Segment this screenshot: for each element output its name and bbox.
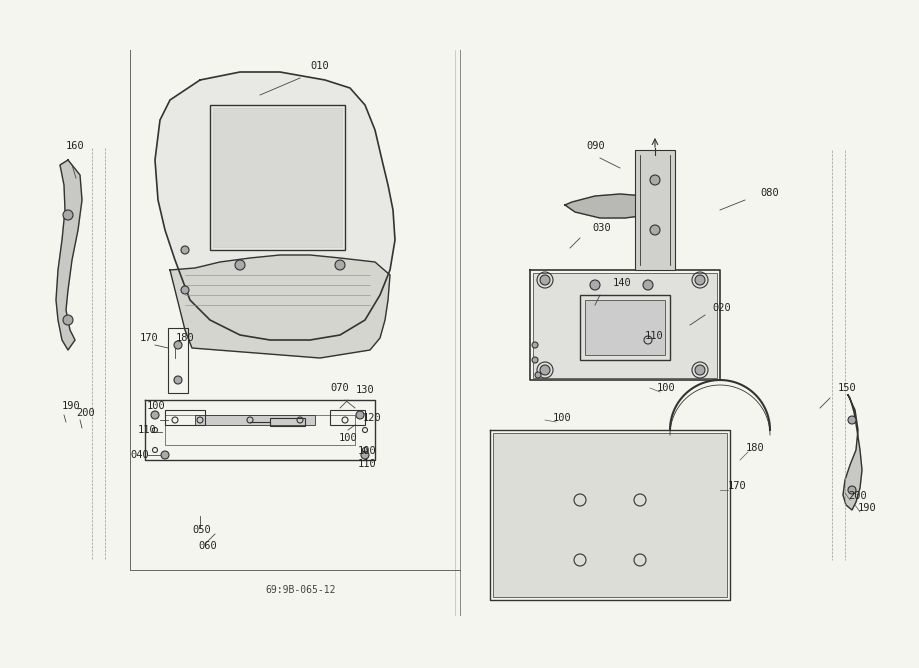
Text: 060: 060	[198, 541, 217, 551]
Bar	[493, 433, 727, 597]
Bar	[270, 418, 305, 426]
Circle shape	[643, 280, 653, 290]
Polygon shape	[56, 160, 82, 350]
Circle shape	[590, 280, 600, 290]
Polygon shape	[170, 255, 390, 358]
Text: 200: 200	[76, 408, 95, 418]
Circle shape	[174, 341, 182, 349]
Text: 050: 050	[192, 525, 210, 535]
Text: 160: 160	[66, 141, 85, 151]
Circle shape	[63, 210, 73, 220]
Text: 020: 020	[712, 303, 731, 313]
Text: 69:9B-065-12: 69:9B-065-12	[265, 585, 335, 595]
Text: 070: 070	[330, 383, 348, 393]
Circle shape	[650, 225, 660, 235]
Circle shape	[63, 315, 73, 325]
Polygon shape	[155, 72, 395, 340]
Circle shape	[174, 376, 182, 384]
Bar	[195, 415, 315, 425]
Text: 100: 100	[358, 446, 377, 456]
Text: 080: 080	[760, 188, 778, 198]
Text: 180: 180	[746, 443, 765, 453]
Bar	[580, 295, 670, 360]
Circle shape	[181, 286, 189, 294]
Bar	[330, 410, 365, 425]
Text: 100: 100	[657, 383, 675, 393]
Text: 110: 110	[138, 425, 157, 435]
Text: 180: 180	[176, 333, 195, 343]
Bar	[213, 108, 342, 247]
Circle shape	[161, 451, 169, 459]
Circle shape	[540, 365, 550, 375]
Bar	[533, 273, 717, 378]
Text: 190: 190	[858, 503, 877, 513]
Text: 010: 010	[310, 61, 329, 71]
Circle shape	[650, 175, 660, 185]
Circle shape	[151, 411, 159, 419]
Text: 140: 140	[613, 278, 631, 288]
Circle shape	[235, 260, 245, 270]
Text: 110: 110	[358, 459, 377, 469]
Text: 170: 170	[140, 333, 159, 343]
Text: 130: 130	[356, 385, 375, 395]
Text: 150: 150	[838, 383, 857, 393]
Text: 120: 120	[363, 413, 381, 423]
Bar	[168, 328, 188, 393]
Circle shape	[361, 451, 369, 459]
Text: 030: 030	[592, 223, 611, 233]
Circle shape	[532, 342, 538, 348]
Polygon shape	[843, 395, 862, 510]
Text: 040: 040	[130, 450, 149, 460]
Bar	[165, 410, 205, 425]
Text: 200: 200	[848, 491, 867, 501]
Circle shape	[356, 411, 364, 419]
Text: 100: 100	[339, 433, 357, 443]
Circle shape	[848, 416, 856, 424]
Circle shape	[181, 246, 189, 254]
Circle shape	[535, 372, 541, 378]
Bar	[635, 150, 675, 270]
Circle shape	[695, 365, 705, 375]
Bar	[585, 300, 665, 355]
Circle shape	[540, 275, 550, 285]
Circle shape	[848, 486, 856, 494]
Bar	[210, 105, 345, 250]
Text: 100: 100	[553, 413, 572, 423]
Circle shape	[695, 275, 705, 285]
Polygon shape	[565, 194, 660, 218]
Circle shape	[532, 357, 538, 363]
Text: 170: 170	[728, 481, 747, 491]
Text: 190: 190	[62, 401, 81, 411]
Text: 090: 090	[586, 141, 605, 151]
Text: 110: 110	[645, 331, 664, 341]
Text: 100: 100	[147, 401, 165, 411]
Circle shape	[335, 260, 345, 270]
